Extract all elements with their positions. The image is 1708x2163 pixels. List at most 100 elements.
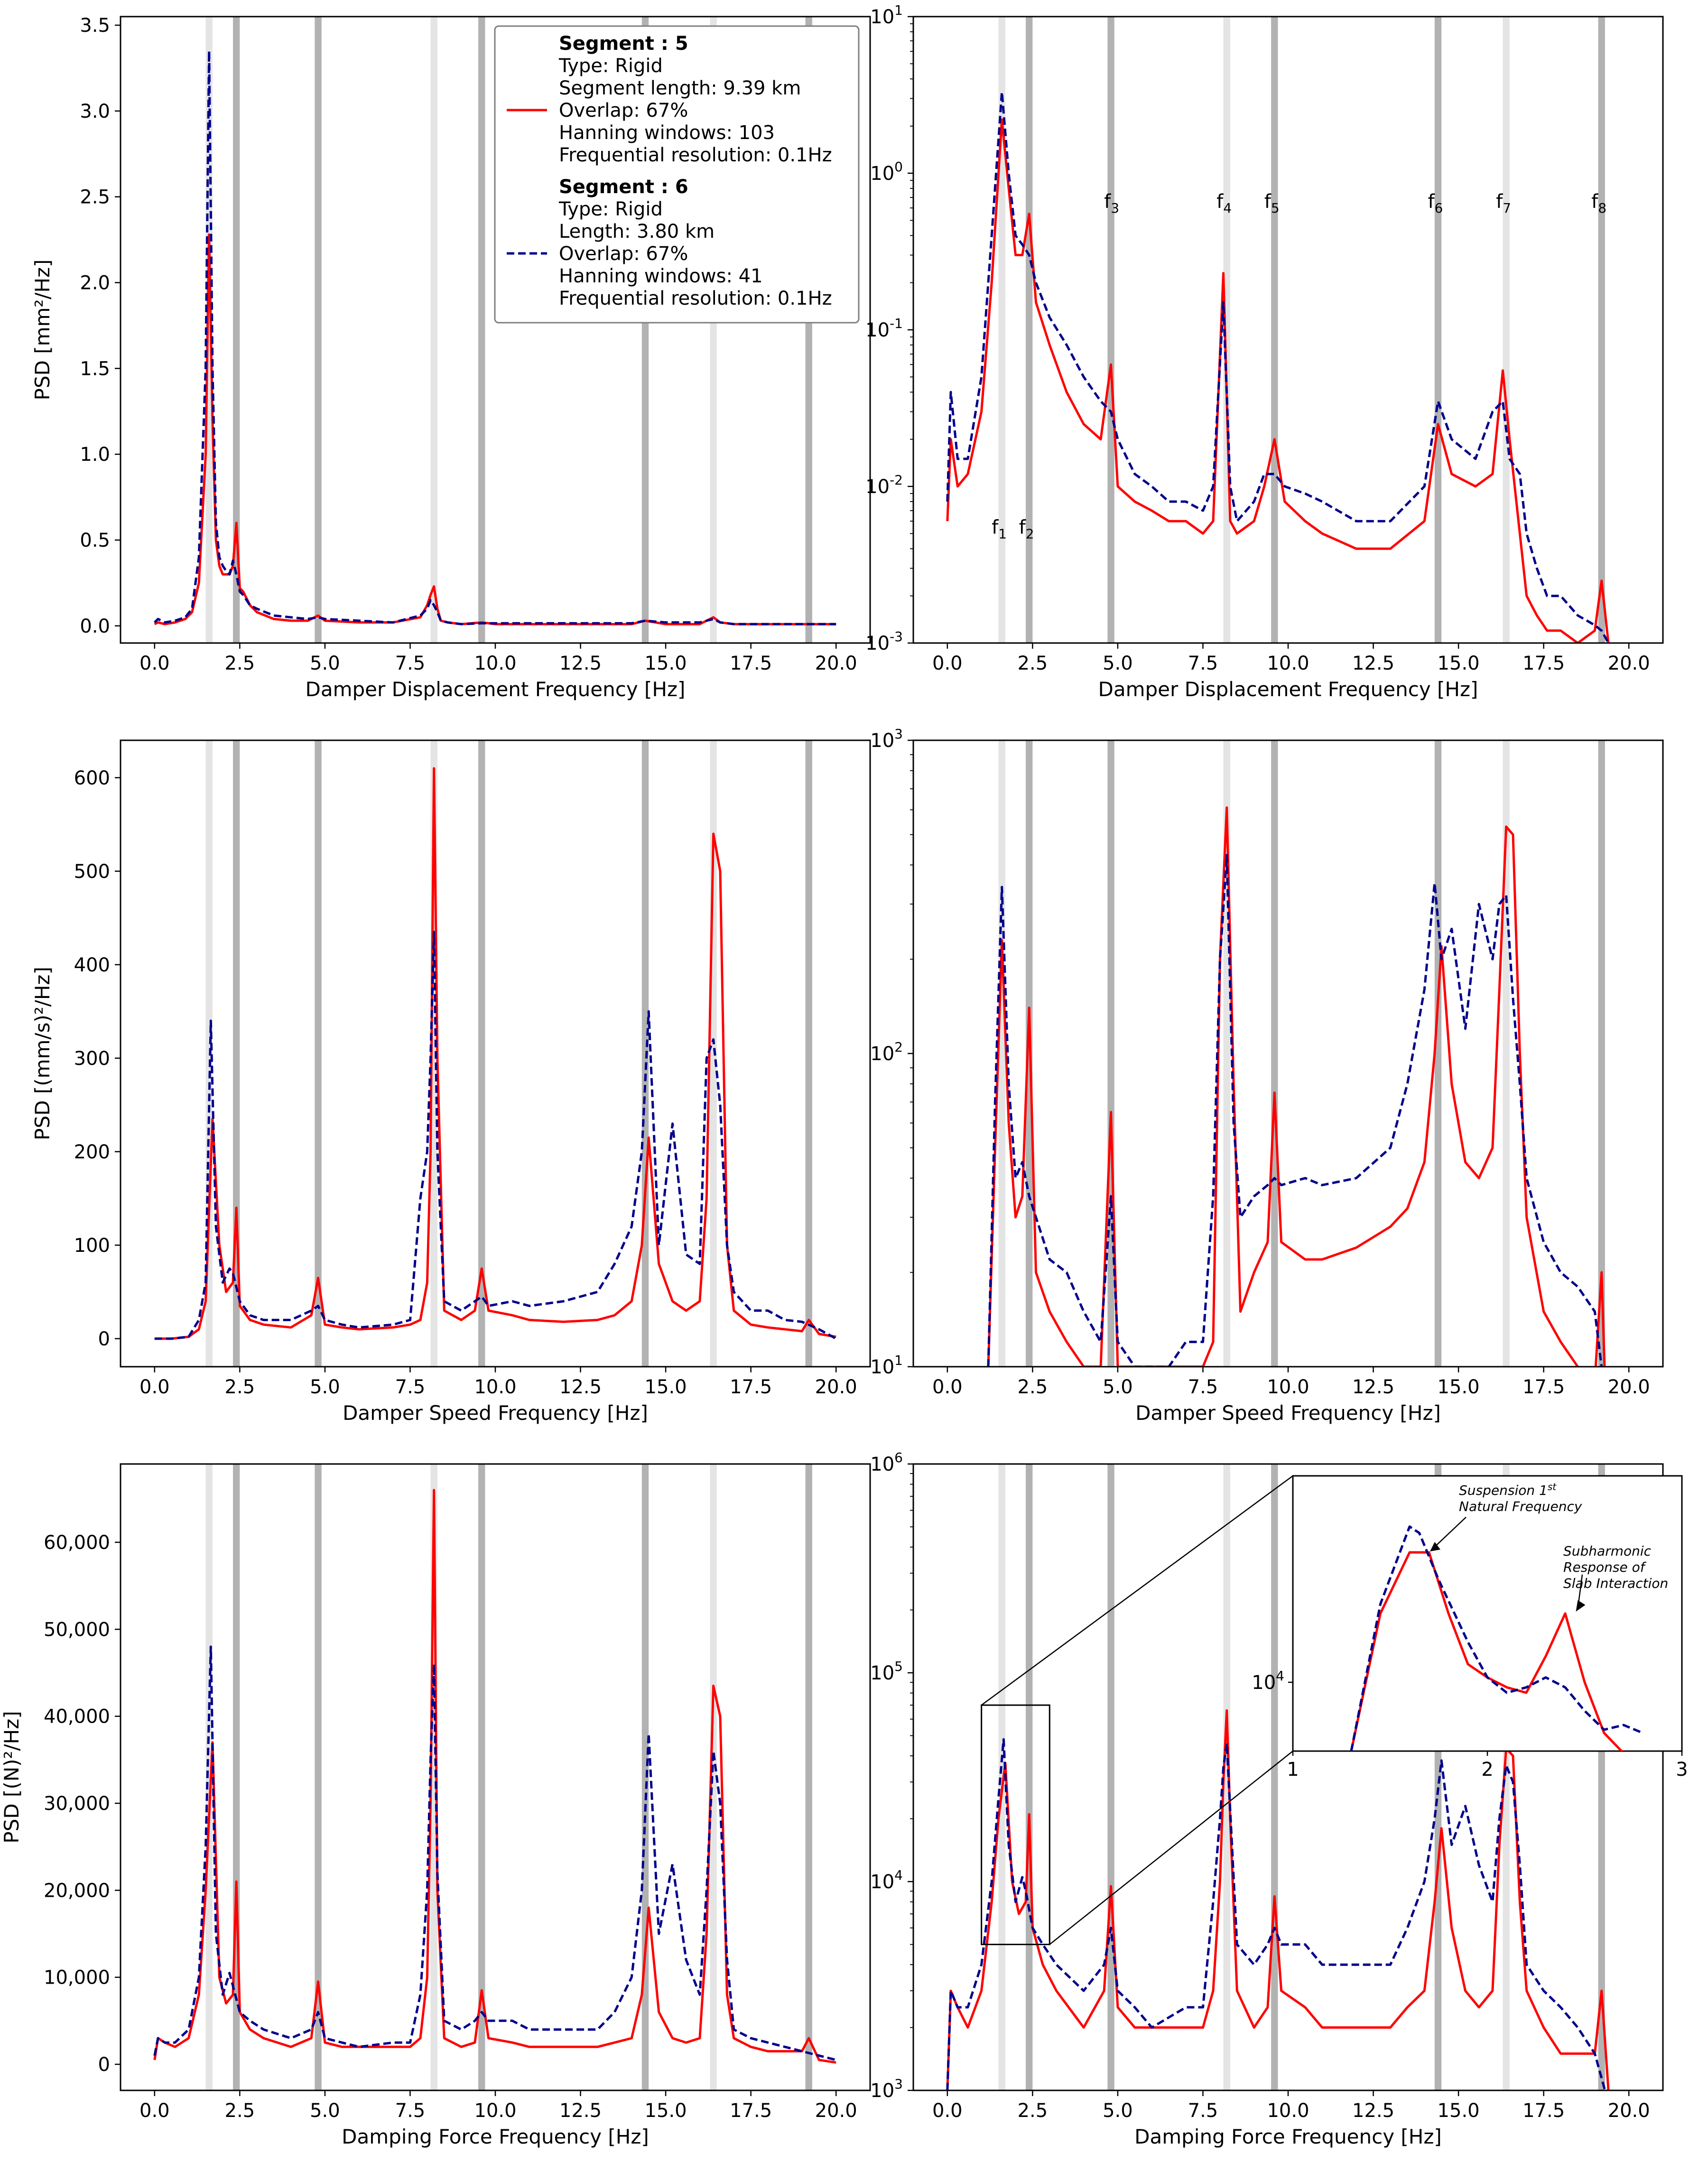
x-tick-label: 5.0 bbox=[1103, 653, 1133, 674]
x-axis-label: Damper Displacement Frequency [Hz] bbox=[1098, 678, 1478, 701]
y-axis-label: PSD [mm²/Hz] bbox=[31, 260, 54, 401]
y-tick-label: 60,000 bbox=[44, 1532, 110, 1554]
x-axis-label: Damping Force Frequency [Hz] bbox=[342, 2125, 649, 2148]
zoom-source-box bbox=[981, 1704, 1050, 1945]
x-tick-label: 17.5 bbox=[1522, 2100, 1565, 2122]
x-tick-label: 20.0 bbox=[815, 2100, 857, 2122]
x-tick-label: 10.0 bbox=[474, 1376, 516, 1398]
x-tick-label: 17.5 bbox=[730, 2100, 772, 2122]
x-tick-label: 5.0 bbox=[1103, 2100, 1133, 2122]
series-line-segment-6 bbox=[154, 931, 837, 1340]
y-tick-label: 0 bbox=[98, 1328, 110, 1350]
annotation-arrow bbox=[1432, 1517, 1467, 1549]
frequency-band bbox=[998, 17, 1005, 643]
x-tick-label: 0.0 bbox=[932, 1376, 963, 1398]
annotation-arrowhead bbox=[1576, 1600, 1586, 1612]
series-line-segment-5 bbox=[946, 118, 1610, 643]
x-tick-label: 15.0 bbox=[645, 2100, 687, 2122]
y-tick-label: 2.0 bbox=[80, 272, 110, 294]
y-tick-label: 101 bbox=[870, 1352, 903, 1378]
y-tick-label: 103 bbox=[870, 2076, 903, 2102]
y-tick-label: 103 bbox=[870, 726, 903, 752]
x-tick-label: 0.0 bbox=[139, 653, 170, 674]
x-tick-label: 2.5 bbox=[225, 2100, 255, 2122]
frequency-band bbox=[1271, 17, 1278, 643]
x-tick-label: 20.0 bbox=[815, 653, 857, 674]
frequency-band bbox=[1271, 740, 1278, 1367]
frequency-band bbox=[1107, 17, 1114, 643]
inset-annotation-natural-frequency: Suspension 1st Natural Frequency bbox=[1459, 1481, 1582, 1514]
frequency-band bbox=[1598, 17, 1605, 643]
frequency-annotation: f7 bbox=[1496, 191, 1511, 216]
frequency-band bbox=[233, 740, 240, 1367]
legend-entry-title: Segment : 6 bbox=[559, 176, 688, 198]
x-tick-label: 10.0 bbox=[1267, 2100, 1309, 2122]
chart-p3: 0.0 2.5 5.0 7.5 10.0 12.5 15.0 17.5 20.0 Damper S… bbox=[31, 739, 871, 1425]
frequency-annotation: f4 bbox=[1216, 191, 1232, 216]
frequency-band bbox=[315, 17, 322, 643]
y-tick-label: 20,000 bbox=[44, 1880, 110, 1902]
frequency-band bbox=[1107, 1464, 1114, 2090]
x-tick-label: 12.5 bbox=[1352, 1376, 1394, 1398]
series-group bbox=[946, 91, 1610, 643]
x-tick-label: 20.0 bbox=[1608, 1376, 1650, 1398]
legend-frame bbox=[494, 25, 860, 324]
x-tick-label: 2.5 bbox=[1018, 2100, 1048, 2122]
x-tick-label: 20.0 bbox=[815, 1376, 857, 1398]
frequency-bands bbox=[205, 1464, 812, 2090]
frequency-band bbox=[710, 1464, 717, 2090]
y-tick-label: 102 bbox=[870, 1039, 903, 1065]
series-group bbox=[987, 806, 1606, 1367]
x-tick-label: 15.0 bbox=[1438, 2100, 1480, 2122]
inset-frame bbox=[1292, 1475, 1683, 1752]
x-tick-label: 7.5 bbox=[1188, 2100, 1218, 2122]
chart-p2: 0.0 2.5 5.0 7.5 10.0 12.5 15.0 17.5 20.0 Damper D… bbox=[865, 2, 1664, 701]
y-tick-label: 101 bbox=[870, 2, 903, 28]
x-tick-label: 2.5 bbox=[1018, 1376, 1048, 1398]
x-tick-label: 20.0 bbox=[1608, 2100, 1650, 2122]
frequency-annotation: f2 bbox=[1019, 516, 1034, 541]
frequency-annotation: f8 bbox=[1591, 191, 1606, 216]
zoom-connector bbox=[1049, 1751, 1293, 1945]
frequency-band bbox=[478, 17, 485, 643]
frequency-annotation: f5 bbox=[1264, 191, 1280, 216]
legend-entry-line: Hanning windows: 103 bbox=[559, 122, 775, 144]
legend-entry-line: Overlap: 67% bbox=[559, 100, 688, 121]
y-tick-label: 10-1 bbox=[865, 316, 903, 341]
y-tick-label: 10-2 bbox=[865, 472, 903, 498]
y-tick-label: 3.5 bbox=[80, 15, 110, 37]
legend-entry-line: Type: Rigid bbox=[558, 198, 663, 220]
legend-entry-line: Frequential resolution: 0.1Hz bbox=[559, 144, 832, 166]
y-tick-label: 0.0 bbox=[80, 615, 110, 637]
x-tick-label: 10.0 bbox=[1267, 1376, 1309, 1398]
frequency-band bbox=[998, 1464, 1005, 2090]
frequency-band bbox=[430, 17, 437, 643]
x-tick-label: 0.0 bbox=[139, 2100, 170, 2122]
x-tick-label: 0.0 bbox=[139, 1376, 170, 1398]
y-tick-label: 104 bbox=[870, 1867, 903, 1893]
series-line-segment-5 bbox=[1350, 1551, 1624, 1751]
x-axis-label: Damper Speed Frequency [Hz] bbox=[343, 1401, 648, 1425]
y-tick-label: 10-3 bbox=[865, 629, 903, 654]
frequency-band bbox=[1503, 17, 1510, 643]
x-tick-label: 0.0 bbox=[932, 2100, 963, 2122]
y-tick-label: 400 bbox=[74, 954, 110, 976]
x-tick-label: 7.5 bbox=[1188, 653, 1218, 674]
x-axis-label: Damping Force Frequency [Hz] bbox=[1134, 2125, 1442, 2148]
x-tick-label: 15.0 bbox=[645, 653, 687, 674]
series-line-segment-5 bbox=[987, 806, 1606, 1367]
x-tick-label: 5.0 bbox=[310, 2100, 340, 2122]
x-tick-label: 2.5 bbox=[1018, 653, 1048, 674]
x-axis-label: Damper Speed Frequency [Hz] bbox=[1135, 1401, 1441, 1425]
frequency-band bbox=[1434, 740, 1442, 1367]
inset-series bbox=[1350, 1525, 1643, 1751]
frequency-annotation: f6 bbox=[1428, 191, 1443, 216]
x-tick-label: 7.5 bbox=[395, 653, 426, 674]
x-tick-label: 15.0 bbox=[1438, 1376, 1480, 1398]
chart-p4: 0.0 2.5 5.0 7.5 10.0 12.5 15.0 17.5 20.0 Damper S… bbox=[870, 726, 1664, 1425]
inset-x-tick-label: 3 bbox=[1676, 1759, 1688, 1781]
x-tick-label: 0.0 bbox=[932, 653, 963, 674]
y-tick-label: 200 bbox=[74, 1141, 110, 1163]
zoom-connector bbox=[981, 1475, 1293, 1706]
